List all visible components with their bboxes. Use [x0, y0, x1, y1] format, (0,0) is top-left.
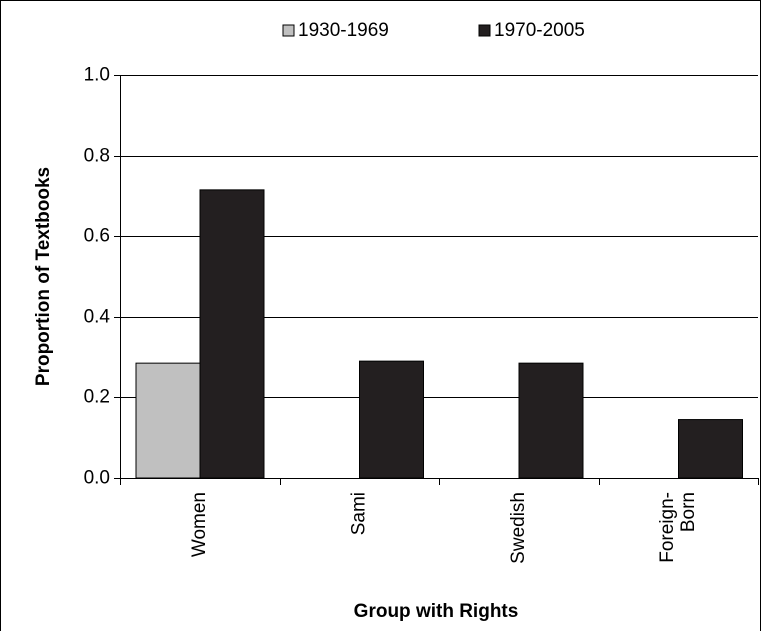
- y-tick-label: 0.2: [84, 387, 110, 408]
- x-tick-label: Foreign-: [657, 492, 678, 563]
- bar-1930-1969-Women: [135, 362, 201, 479]
- legend-swatch: [478, 24, 491, 37]
- legend: 1930-1969 1970-2005: [282, 20, 585, 41]
- bar-1970-2005-Foreign-Born: [678, 419, 743, 479]
- y-axis-ticks: 0.0 0.2 0.4 0.6 0.8 1.0: [84, 65, 120, 489]
- x-tick-label: Born: [678, 492, 699, 532]
- bar-1970-2005-Sami: [359, 360, 424, 479]
- bars: [135, 189, 743, 479]
- legend-label: 1970-2005: [494, 20, 585, 41]
- y-tick-label: 0.6: [84, 226, 110, 247]
- y-axis-title: Proportion of Textbooks: [33, 167, 54, 386]
- bar-1970-2005-Women: [199, 189, 265, 479]
- x-tick-label: Women: [189, 492, 210, 557]
- legend-label: 1930-1969: [298, 20, 389, 41]
- y-tick-label: 0.8: [84, 146, 110, 167]
- x-axis-title: Group with Rights: [354, 601, 519, 622]
- x-tick-label: Sami: [349, 492, 370, 535]
- legend-item: 1930-1969: [282, 20, 389, 41]
- x-tick-label: Swedish: [508, 492, 529, 564]
- x-axis-ticks: Women Sami Swedish Foreign- Born: [120, 478, 759, 564]
- y-tick-label: 0.0: [84, 468, 110, 489]
- y-tick-label: 0.4: [84, 307, 111, 328]
- y-tick-label: 1.0: [84, 65, 110, 86]
- legend-item: 1970-2005: [478, 20, 585, 41]
- bar-1970-2005-Swedish: [518, 362, 584, 479]
- legend-swatch: [282, 24, 295, 37]
